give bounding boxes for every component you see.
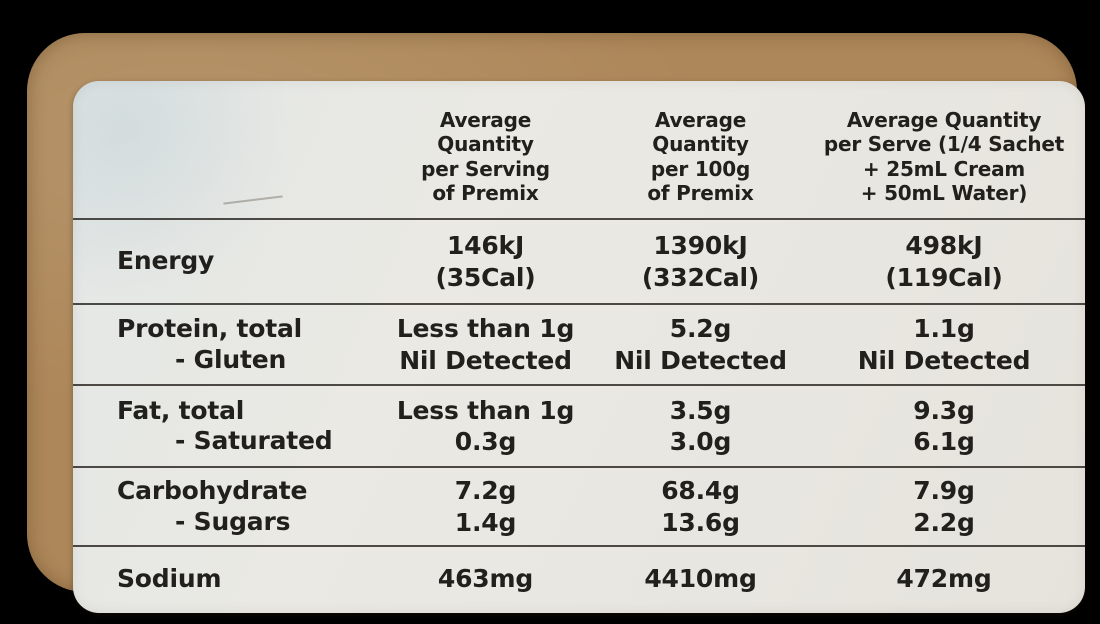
- nutrient-name: Energy: [117, 246, 215, 276]
- protein-per-100g-value: 5.2g Nil Detected: [614, 314, 787, 375]
- nutrient-subname: - Gluten: [175, 344, 287, 374]
- nutrient-name: Carbohydrate: [117, 476, 308, 505]
- fat-per-serving-value: Less than 1g 0.3g: [396, 395, 575, 457]
- fat-per-serve-value: 9.3g 6.1g: [913, 395, 975, 457]
- column-header-per-serve: Average Quantity per Serve (1/4 Sachet +…: [823, 107, 1065, 205]
- table-row-fat: Fat, total - Saturated Less than 1g 0.3g …: [73, 384, 1085, 466]
- row-name-sodium: Sodium: [73, 547, 373, 611]
- carbohydrate-per-serving-value: 7.2g 1.4g: [454, 476, 517, 537]
- protein-per-serve-value: 1.1g Nil Detected: [857, 314, 1031, 375]
- row-name-energy: Energy: [73, 220, 373, 303]
- nutrient-name: Sodium: [117, 563, 222, 593]
- nutrient-subname: - Saturated: [175, 426, 333, 455]
- table-row-energy: Energy 146kJ (35Cal) 1390kJ (332Cal) 498…: [73, 218, 1085, 303]
- protein-per-serving-value: Less than 1g Nil Detected: [396, 314, 575, 375]
- nutrition-label: Average Quantity per Serving of Premix A…: [73, 81, 1085, 613]
- sodium-per-serve-value: 472mg: [896, 564, 992, 594]
- energy-per-serve-value: 498kJ (119Cal): [885, 231, 1003, 292]
- row-name-fat: Fat, total - Saturated: [73, 386, 373, 466]
- table-row-carbohydrate: Carbohydrate - Sugars 7.2g 1.4g 68.4g 13.…: [73, 466, 1085, 545]
- table-row-sodium: Sodium 463mg 4410mg 472mg: [73, 545, 1085, 611]
- row-name-protein: Protein, total - Gluten: [73, 305, 373, 384]
- sodium-per-serving-value: 463mg: [437, 564, 534, 594]
- table-row-protein: Protein, total - Gluten Less than 1g Nil …: [73, 303, 1085, 384]
- row-label-header-empty: [73, 81, 373, 218]
- carbohydrate-per-serve-value: 7.9g 2.2g: [913, 476, 975, 537]
- row-name-carbohydrate: Carbohydrate - Sugars: [73, 468, 373, 545]
- fat-per-100g-value: 3.5g 3.0g: [669, 395, 732, 457]
- carbohydrate-per-100g-value: 68.4g 13.6g: [661, 476, 740, 537]
- column-header-per-100g: Average Quantity per 100g of Premix: [647, 107, 754, 205]
- column-header-per-serving: Average Quantity per Serving of Premix: [421, 107, 550, 205]
- kraft-sachet-package: Average Quantity per Serving of Premix A…: [27, 33, 1085, 613]
- nutrient-name: Protein, total: [117, 314, 303, 343]
- energy-per-100g-value: 1390kJ (332Cal): [641, 231, 760, 292]
- energy-per-serving-value: 146kJ (35Cal): [435, 231, 536, 292]
- table-header-row: Average Quantity per Serving of Premix A…: [73, 81, 1085, 218]
- nutrient-name: Fat, total: [117, 395, 245, 425]
- sodium-per-100g-value: 4410mg: [644, 564, 757, 594]
- nutrient-subname: - Sugars: [175, 506, 291, 536]
